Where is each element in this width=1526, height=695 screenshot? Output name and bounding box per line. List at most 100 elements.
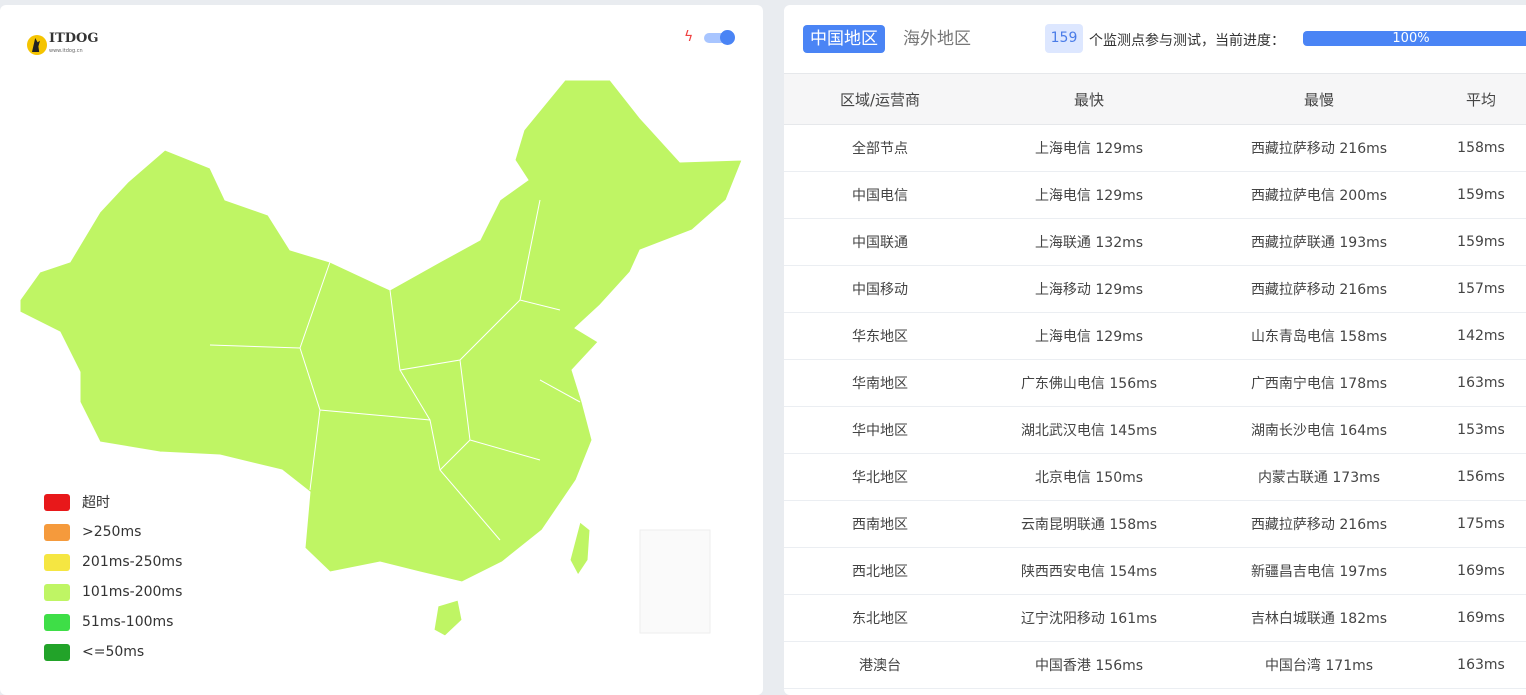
table-row: 西南地区 云南昆明联通 158ms 西藏拉萨移动 216ms 175ms [784,500,1526,548]
dog-logo-icon [27,35,47,55]
cell-average: 169ms [1436,594,1526,642]
cell-fastest: 陕西西安电信 154ms [976,547,1202,595]
logo-text: ITDOG [49,31,99,46]
legend-swatch [44,523,70,541]
cell-average: 175ms [1436,500,1526,548]
table-row: 华北地区 北京电信 150ms 内蒙古联通 173ms 156ms [784,453,1526,501]
cell-region: 华中地区 [784,406,976,454]
map-mainland[interactable] [19,79,743,583]
cell-region: 港澳台 [784,641,976,689]
cell-region: 中国电信 [784,171,976,219]
legend-item[interactable]: >250ms [44,517,182,547]
cell-region: 东北地区 [784,594,976,642]
cell-fastest: 辽宁沈阳移动 161ms [976,594,1202,642]
table-row: 中国电信 上海电信 129ms 西藏拉萨电信 200ms 159ms [784,171,1526,219]
itdog-logo: ITDOG www.itdog.cn [27,31,99,57]
legend-swatch [44,583,70,601]
cell-fastest: 北京电信 150ms [976,453,1202,501]
cell-slowest: 山东青岛电信 158ms [1202,312,1436,360]
cell-average: 163ms [1436,641,1526,689]
cell-fastest: 上海电信 129ms [976,312,1202,360]
cell-slowest: 广西南宁电信 178ms [1202,359,1436,407]
progress-bar: 100% [1303,31,1526,46]
legend-label: 51ms-100ms [82,614,174,630]
cell-fastest: 湖北武汉电信 145ms [976,406,1202,454]
node-count-badge: 159 [1045,24,1083,53]
cell-slowest: 新疆昌吉电信 197ms [1202,547,1436,595]
cell-fastest: 上海电信 129ms [976,124,1202,172]
cell-slowest: 吉林白城联通 182ms [1202,594,1436,642]
legend-item[interactable]: 51ms-100ms [44,607,182,637]
legend-label: 超时 [82,495,110,511]
cell-fastest: 上海电信 129ms [976,171,1202,219]
legend-swatch [44,553,70,571]
cell-slowest: 西藏拉萨联通 193ms [1202,218,1436,266]
col-slowest[interactable]: 最慢 [1202,73,1436,125]
legend-label: >250ms [82,524,142,540]
table-row: 华东地区 上海电信 129ms 山东青岛电信 158ms 142ms [784,312,1526,360]
col-region[interactable]: 区域/运营商 [784,73,976,125]
col-fastest[interactable]: 最快 [976,73,1202,125]
legend-item[interactable]: 101ms-200ms [44,577,182,607]
cell-region: 华北地区 [784,453,976,501]
legend-label: 101ms-200ms [82,584,183,600]
legend-label: <=50ms [82,644,145,660]
table-row: 中国移动 上海移动 129ms 西藏拉萨移动 216ms 157ms [784,265,1526,313]
table-row: 中国联通 上海联通 132ms 西藏拉萨联通 193ms 159ms [784,218,1526,266]
cell-slowest: 西藏拉萨移动 216ms [1202,265,1436,313]
map-toggle[interactable] [704,30,735,45]
table-row: 华南地区 广东佛山电信 156ms 广西南宁电信 178ms 163ms [784,359,1526,407]
legend-swatch [44,613,70,631]
lightning-icon: ϟ [684,29,694,45]
cell-fastest: 中国香港 156ms [976,641,1202,689]
cell-slowest: 西藏拉萨电信 200ms [1202,171,1436,219]
cell-fastest: 上海移动 129ms [976,265,1202,313]
legend-swatch [44,493,70,511]
legend-item[interactable]: <=50ms [44,637,182,667]
south-china-sea-inset [639,529,711,634]
table-row: 华中地区 湖北武汉电信 145ms 湖南长沙电信 164ms 153ms [784,406,1526,454]
cell-slowest: 中国台湾 171ms [1202,641,1436,689]
cell-average: 142ms [1436,312,1526,360]
cell-region: 西南地区 [784,500,976,548]
progress-text: 个监测点参与测试，当前进度： [1089,33,1285,49]
table-row: 西北地区 陕西西安电信 154ms 新疆昌吉电信 197ms 169ms [784,547,1526,595]
cell-region: 华东地区 [784,312,976,360]
cell-average: 157ms [1436,265,1526,313]
cell-slowest: 内蒙古联通 173ms [1202,453,1436,501]
map-hainan[interactable] [433,599,463,637]
cell-fastest: 云南昆明联通 158ms [976,500,1202,548]
legend-item[interactable]: 超时 [44,487,182,517]
progress-label: 100% [1392,31,1430,46]
map-panel: ITDOG www.itdog.cn ϟ 超时 >250ms 201ms-250ms 1… [0,5,763,695]
cell-region: 中国联通 [784,218,976,266]
latency-legend: 超时 >250ms 201ms-250ms 101ms-200ms 51ms-100ms… [44,487,182,667]
tab-china[interactable]: 中国地区 [803,25,885,53]
logo-url: www.itdog.cn [49,48,83,54]
cell-average: 159ms [1436,218,1526,266]
cell-average: 153ms [1436,406,1526,454]
table-row: 全部节点 上海电信 129ms 西藏拉萨移动 216ms 158ms [784,124,1526,172]
cell-average: 163ms [1436,359,1526,407]
cell-average: 169ms [1436,547,1526,595]
legend-item[interactable]: 201ms-250ms [44,547,182,577]
cell-region: 西北地区 [784,547,976,595]
table-row: 东北地区 辽宁沈阳移动 161ms 吉林白城联通 182ms 169ms [784,594,1526,642]
china-map[interactable] [0,0,763,688]
cell-slowest: 西藏拉萨移动 216ms [1202,500,1436,548]
cell-average: 156ms [1436,453,1526,501]
cell-average: 158ms [1436,124,1526,172]
cell-fastest: 广东佛山电信 156ms [976,359,1202,407]
cell-region: 中国移动 [784,265,976,313]
map-taiwan[interactable] [569,521,591,576]
table-row: 港澳台 中国香港 156ms 中国台湾 171ms 163ms [784,641,1526,689]
cell-region: 全部节点 [784,124,976,172]
col-average[interactable]: 平均 [1436,73,1526,125]
cell-fastest: 上海联通 132ms [976,218,1202,266]
legend-swatch [44,643,70,661]
cell-slowest: 西藏拉萨移动 216ms [1202,124,1436,172]
cell-region: 华南地区 [784,359,976,407]
results-table: 区域/运营商 最快 最慢 平均 全部节点 上海电信 129ms 西藏拉萨移动 216… [784,73,1526,689]
tab-overseas[interactable]: 海外地区 [903,29,971,49]
cell-slowest: 湖南长沙电信 164ms [1202,406,1436,454]
